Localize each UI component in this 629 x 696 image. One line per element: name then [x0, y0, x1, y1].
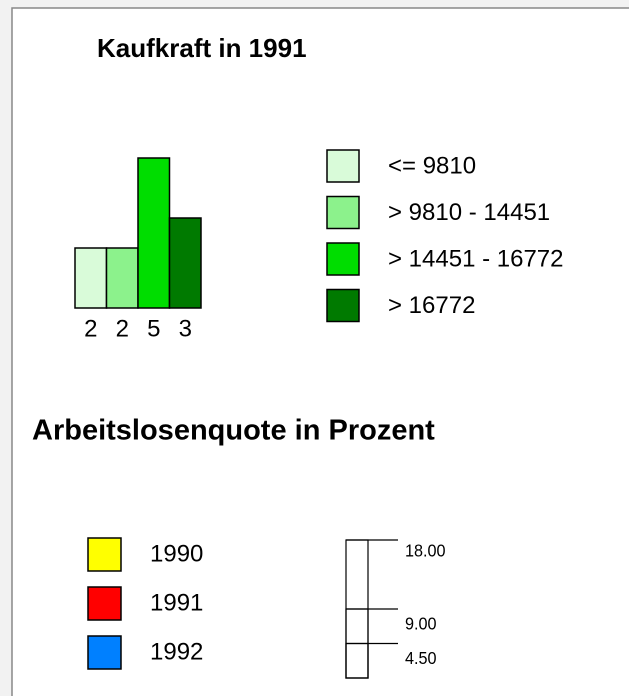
- year-swatch: [87, 635, 122, 670]
- count-label: 5: [147, 315, 160, 342]
- count-label: 2: [84, 315, 97, 342]
- legend-title: Kaufkraft in 1991: [97, 33, 307, 63]
- year-swatch: [87, 586, 122, 621]
- histogram-bar: [105, 247, 139, 309]
- year-label: 1991: [150, 589, 203, 616]
- class-label: > 14451 - 16772: [388, 245, 564, 272]
- class-swatch: [326, 195, 360, 230]
- year-label: 1990: [150, 540, 203, 567]
- year-label: 1992: [150, 638, 203, 665]
- scale-label: 18.00: [405, 541, 446, 561]
- class-label: > 9810 - 14451: [388, 199, 550, 226]
- legend-title: Arbeitslosenquote in Prozent: [32, 415, 435, 447]
- count-label: 3: [179, 315, 192, 342]
- legend-frame: [11, 7, 629, 696]
- histogram-bar: [168, 217, 202, 309]
- year-swatch: [87, 537, 122, 572]
- scale-label: 4.50: [405, 648, 437, 668]
- class-label: <= 9810: [388, 152, 476, 179]
- count-label: 2: [116, 315, 129, 342]
- histogram-bar: [137, 157, 171, 309]
- scale-label: 9.00: [405, 614, 437, 634]
- class-swatch: [326, 288, 360, 323]
- class-label: > 16772: [388, 292, 475, 319]
- histogram-bar: [74, 247, 108, 309]
- class-swatch: [326, 242, 360, 276]
- class-swatch: [326, 149, 360, 183]
